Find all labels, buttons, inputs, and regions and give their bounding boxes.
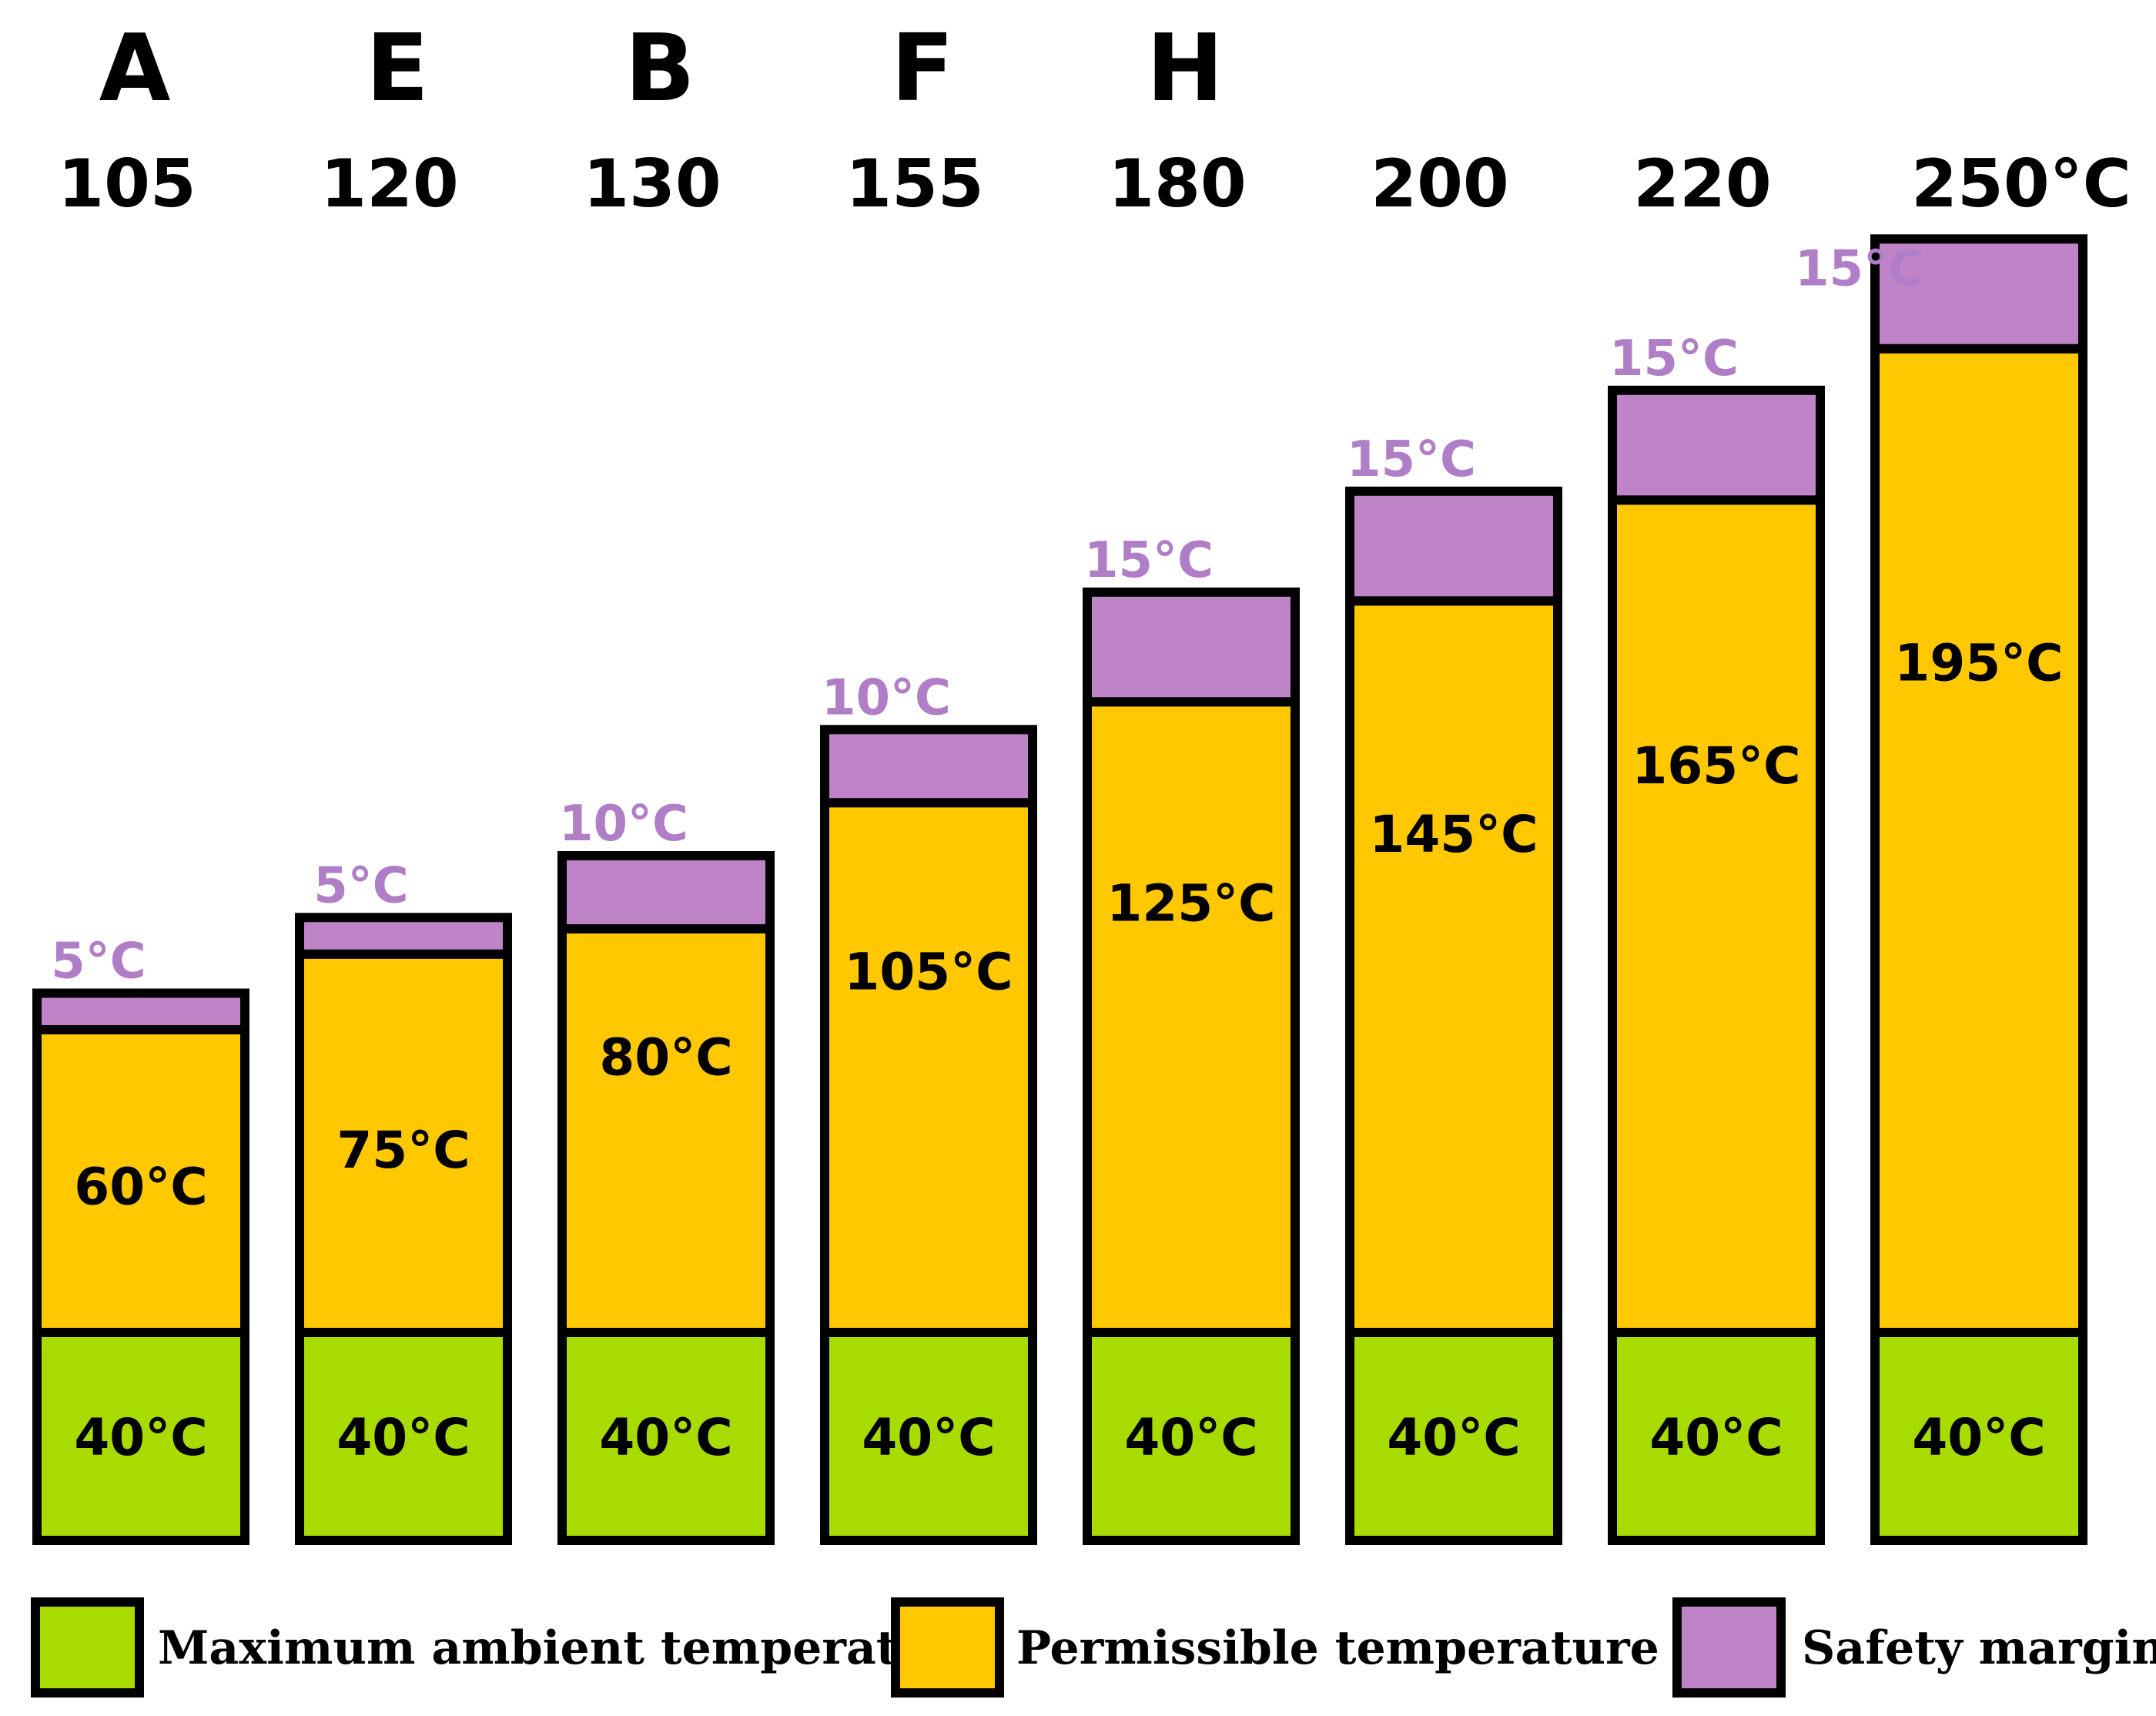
class-letter-f: F [891,15,954,122]
margin-label: 15°C [1084,532,1214,589]
legend-ambient-swatch [31,1597,144,1698]
legend-ambient-text: Maximum ambient temperature [158,1621,985,1675]
margin-label: 5°C [313,857,409,914]
legend-rise-text: Permissible temperature rise [1016,1621,1773,1675]
class-temp-label: 130 [583,146,721,223]
bar-5: 40°C 125°C 15°C [1083,532,1300,1545]
rise-segment [1083,697,1300,1337]
margin-segment [32,988,249,1034]
margin-label: 15°C [1347,431,1476,488]
rise-segment [295,949,512,1337]
class-letter-a: A [99,15,171,122]
margin-segment [1870,234,2087,354]
margin-segment [820,725,1037,808]
ambient-segment [1345,1328,1562,1545]
legend: Maximum ambient temperature Permissible t… [31,1597,2156,1698]
class-temp-label: 220 [1633,146,1772,223]
rise-label: 80°C [599,1028,732,1088]
ambient-segment [1083,1328,1300,1545]
ambient-segment [32,1328,249,1545]
rise-segment [557,924,775,1337]
bar-4: 40°C 105°C 10°C [820,669,1037,1545]
margin-label: 15°C [1609,330,1739,387]
rise-segment [1870,344,2087,1337]
ambient-label: 40°C [599,1408,732,1467]
margin-segment [295,913,512,959]
rise-segment [1345,596,1562,1337]
margin-segment [1345,486,1562,606]
ambient-label: 40°C [1387,1408,1520,1467]
class-temp-label: 180 [1108,146,1247,223]
class-temp-label: 105 [58,146,196,223]
ambient-segment [1608,1328,1825,1545]
legend-margin-text: Safety margin [1802,1621,2156,1675]
rise-segment [820,798,1037,1337]
rise-label: 195°C [1894,633,2063,692]
class-letter-h: H [1147,15,1224,122]
stacked-bars: 40°C 60°C 5°C 40°C 75°C 5°C 40°C 80°C 10°C 40°C 10… [32,234,2087,1545]
legend-margin-swatch [1672,1597,1786,1698]
class-temp-label: 250°C [1911,146,2131,223]
margin-label: 10°C [822,669,951,726]
rise-label: 165°C [1632,736,1800,796]
ambient-segment [820,1328,1037,1545]
bar-8: 40°C 195°C 15°C [1795,234,2087,1545]
ambient-label: 40°C [74,1408,207,1467]
ambient-label: 40°C [1649,1408,1783,1467]
margin-segment [557,851,775,934]
margin-label: 5°C [51,933,146,990]
class-temp-label: 200 [1371,146,1509,223]
bar-3: 40°C 80°C 10°C [557,796,775,1545]
legend-margin: Safety margin [1672,1597,2156,1698]
ambient-label: 40°C [1912,1408,2045,1467]
legend-rise: Permissible temperature rise [891,1597,1773,1698]
rise-label: 60°C [74,1157,207,1216]
ambient-segment [1870,1328,2087,1545]
margin-label: 10°C [559,796,688,853]
legend-rise-swatch [891,1597,1004,1698]
rise-label: 125°C [1106,873,1275,933]
ambient-label: 40°C [862,1408,995,1467]
class-temp-label: 120 [320,146,459,223]
bar-2: 40°C 75°C 5°C [295,857,512,1545]
class-letter-b: B [624,15,695,122]
margin-label: 15°C [1795,240,1924,297]
ambient-label: 40°C [1124,1408,1257,1467]
margin-segment [1608,385,1825,505]
class-letter-e: E [366,15,429,122]
rise-label: 105°C [844,942,1013,1001]
legend-ambient: Maximum ambient temperature [31,1597,985,1698]
bar-7: 40°C 165°C 15°C [1608,330,1825,1545]
rise-segment [1608,495,1825,1337]
rise-label: 145°C [1369,805,1538,864]
rise-segment [32,1025,249,1337]
rise-label: 75°C [336,1121,470,1180]
margin-segment [1083,587,1300,707]
class-temp-label: 155 [845,146,984,223]
bar-6: 40°C 145°C 15°C [1345,431,1562,1545]
bar-1: 40°C 60°C 5°C [32,933,249,1545]
ambient-label: 40°C [336,1408,470,1467]
class-temperatures: 105 120 130 155 180 200 220 250°C [58,146,2131,223]
